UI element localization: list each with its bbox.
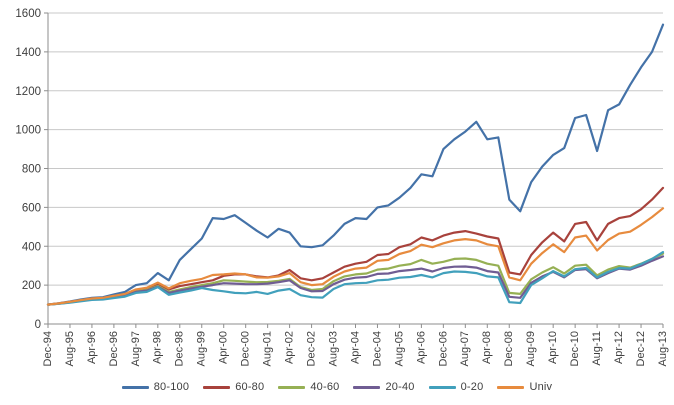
x-tick-label: Apr-96 bbox=[86, 331, 98, 364]
x-tick-label: Apr-00 bbox=[218, 331, 230, 364]
legend-label: 0-20 bbox=[460, 381, 484, 393]
x-tick-label: Aug-95 bbox=[64, 331, 76, 366]
y-tick-label: 1600 bbox=[15, 8, 41, 20]
x-tick-label: Apr-12 bbox=[613, 331, 625, 364]
x-tick-label: Apr-06 bbox=[415, 331, 427, 364]
chart-legend: 80-100 60-80 40-60 20-40 0-20 Univ bbox=[0, 381, 674, 393]
y-tick-label: 200 bbox=[22, 280, 41, 292]
legend-item-0-20: 0-20 bbox=[428, 381, 484, 393]
x-tick-label: Aug-07 bbox=[459, 331, 471, 366]
x-tick-label: Aug-97 bbox=[130, 331, 142, 366]
x-tick-label: Dec-96 bbox=[108, 331, 120, 366]
x-tick-label: Dec-98 bbox=[174, 331, 186, 366]
chart-canvas: 0 200 400 600 800 1000 1200 1400 1600 Dec-94 Aug-9… bbox=[15, 8, 669, 366]
x-tick-label: Apr-04 bbox=[349, 331, 361, 364]
x-tick-label: Aug-01 bbox=[262, 331, 274, 366]
x-tick-label: Aug-11 bbox=[591, 331, 603, 366]
x-tick-label: Dec-08 bbox=[503, 331, 515, 366]
x-tick-label: Apr-98 bbox=[152, 331, 164, 364]
legend-label: 20-40 bbox=[385, 381, 415, 393]
x-tick-label: Aug-09 bbox=[525, 331, 537, 366]
x-tick-label: Aug-99 bbox=[196, 331, 208, 366]
series-line-80-100 bbox=[46, 23, 665, 306]
x-tick-label: Dec-00 bbox=[240, 331, 252, 366]
legend-item-20-40: 20-40 bbox=[353, 381, 414, 393]
x-tick-label: Aug-13 bbox=[657, 331, 669, 366]
legend-swatch-20-40 bbox=[353, 385, 381, 389]
legend-item-80-100: 80-100 bbox=[121, 381, 190, 393]
gridlines bbox=[48, 12, 663, 286]
legend-swatch-0-20 bbox=[428, 385, 456, 389]
legend-item-Univ: Univ bbox=[497, 381, 552, 393]
x-tick-label: Apr-10 bbox=[547, 331, 559, 364]
x-axis: Dec-94 Aug-95 Apr-96 Dec-96 Aug-97 Apr-98 Dec-… bbox=[42, 323, 669, 366]
x-tick-label: Apr-08 bbox=[481, 331, 493, 364]
legend-label: Univ bbox=[529, 381, 553, 393]
y-tick-label: 800 bbox=[22, 164, 41, 176]
x-tick-label: Dec-10 bbox=[569, 331, 581, 366]
x-tick-label: Dec-02 bbox=[305, 331, 317, 366]
y-tick-label: 1200 bbox=[15, 86, 41, 98]
y-tick-label: 400 bbox=[22, 241, 41, 253]
x-tick-label: Dec-06 bbox=[437, 331, 449, 366]
x-tick-label: Dec-04 bbox=[371, 331, 383, 366]
series-line-Univ bbox=[46, 207, 665, 306]
x-tick-label: Dec-94 bbox=[42, 331, 54, 366]
x-tick-label: Apr-02 bbox=[284, 331, 296, 364]
legend-label: 80-100 bbox=[153, 381, 190, 393]
legend-item-60-80: 60-80 bbox=[203, 381, 264, 393]
y-tick-label: 0 bbox=[35, 319, 41, 331]
series-line-0-20 bbox=[46, 251, 665, 306]
y-tick-label: 1000 bbox=[15, 125, 41, 137]
series-line-40-60 bbox=[46, 252, 665, 306]
legend-swatch-40-60 bbox=[278, 385, 306, 389]
x-tick-label: Aug-03 bbox=[327, 331, 339, 366]
x-tick-label: Dec-12 bbox=[635, 331, 647, 366]
legend-swatch-60-80 bbox=[203, 385, 231, 389]
y-axis: 0 200 400 600 800 1000 1200 1400 1600 bbox=[15, 8, 49, 331]
y-tick-label: 600 bbox=[22, 202, 41, 214]
legend-swatch-80-100 bbox=[121, 385, 149, 389]
legend-swatch-Univ bbox=[497, 385, 525, 389]
y-tick-label: 1400 bbox=[15, 47, 41, 59]
legend-item-40-60: 40-60 bbox=[278, 381, 339, 393]
legend-label: 40-60 bbox=[310, 381, 340, 393]
legend-label: 60-80 bbox=[235, 381, 265, 393]
x-tick-label: Aug-05 bbox=[393, 331, 405, 366]
series-line-60-80 bbox=[46, 186, 665, 306]
